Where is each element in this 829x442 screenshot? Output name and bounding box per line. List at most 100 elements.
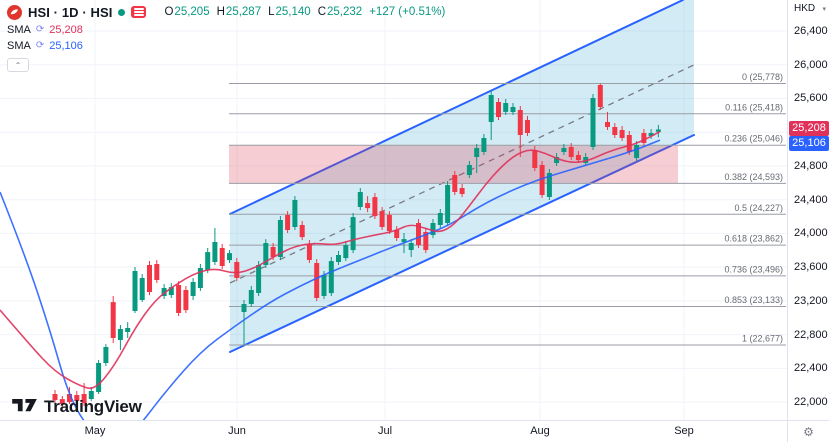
candle-body — [452, 175, 458, 192]
candle-body — [168, 287, 174, 296]
candle-body — [503, 103, 509, 112]
chevron-down-icon: ▾ — [822, 5, 826, 13]
price-tick-label: 25,600 — [794, 92, 828, 104]
candle-body — [125, 328, 131, 332]
chart-canvas[interactable]: 0 (25,778) 0.116 (25,418) 0.236 (25,046) 0.… — [0, 0, 787, 420]
candle-body — [357, 192, 363, 207]
candle-body — [408, 243, 414, 250]
candle-body — [372, 197, 378, 217]
candle-body — [139, 278, 145, 300]
candle-body — [205, 252, 211, 271]
fib-level-label: 0 (25,778) — [742, 72, 783, 82]
candle-body — [52, 394, 58, 401]
candle-body — [394, 230, 400, 238]
candle-body — [532, 150, 538, 168]
candlestick-series[interactable] — [52, 83, 661, 408]
time-axis[interactable]: May Jun Jul Aug Sep ⚙ — [0, 420, 829, 442]
sma-50-line[interactable] — [0, 139, 661, 420]
legend-collapse-button[interactable]: ⌃ — [7, 58, 29, 72]
candle-body — [568, 147, 574, 157]
candle-body — [176, 285, 182, 313]
candle-body — [299, 225, 305, 238]
candle-body — [575, 155, 581, 161]
candle-body — [67, 394, 72, 402]
candle-body — [445, 185, 451, 223]
candle-body — [488, 95, 494, 122]
price-tick-label: 24,000 — [794, 227, 828, 239]
candle-body — [336, 255, 341, 262]
candle-body — [328, 261, 334, 294]
tradingview-watermark[interactable]: TradingView — [11, 397, 142, 417]
chart-legend: HSI · 1D · HSI O25,205 H25,287 L25,140 C25,… — [7, 4, 445, 72]
candle-body — [161, 288, 167, 296]
candle-body — [292, 200, 298, 227]
candle-body — [648, 133, 654, 136]
indicator-source-icon: ⟳ — [35, 39, 45, 51]
candle-body — [459, 188, 465, 194]
fib-level-label: 0.736 (23,496) — [724, 264, 783, 274]
currency-selector[interactable]: HKD ▾ — [794, 3, 826, 14]
candle-body — [88, 391, 94, 399]
candle-body — [277, 220, 283, 257]
candle-body — [81, 394, 87, 403]
candle-body — [430, 223, 436, 235]
candle-body — [416, 223, 421, 245]
parallel-channel-drawing[interactable] — [229, 0, 695, 353]
indicator-source-icon: ⟳ — [35, 23, 45, 35]
candle-body — [539, 165, 545, 195]
candle-body — [197, 268, 203, 288]
candle-body — [59, 399, 65, 405]
gear-icon[interactable]: ⚙ — [803, 424, 814, 439]
time-tick-label: Jun — [228, 425, 246, 437]
candle-body — [423, 232, 429, 250]
candle-body — [147, 265, 152, 292]
candle-body — [554, 157, 560, 163]
candle-body — [590, 98, 596, 147]
tradingview-logo-icon — [12, 398, 37, 412]
price-axis[interactable]: HKD ▾ 26,400 26,000 25,600 24,800 24,400 24,0… — [787, 0, 829, 420]
price-tick-label: 24,400 — [794, 194, 828, 206]
time-tick-label: Sep — [674, 425, 694, 437]
fib-level-label: 0.5 (24,227) — [734, 203, 783, 213]
candle-body — [74, 395, 80, 401]
candle-body — [227, 253, 232, 261]
indicator-row-sma50[interactable]: SMA ⟳ 25,106 — [7, 39, 83, 52]
fib-level-label: 0.236 (25,046) — [724, 134, 783, 144]
fib-level-label: 0.853 (23,133) — [724, 295, 783, 305]
sma-20-line[interactable] — [0, 130, 661, 390]
axis-corner: ⚙ — [787, 421, 829, 442]
candle-body — [96, 363, 102, 392]
candle-body — [270, 247, 276, 257]
candle-body — [248, 290, 254, 304]
symbol-row: HSI · 1D · HSI O25,205 H25,287 L25,140 C25,… — [7, 4, 445, 20]
symbol-title[interactable]: HSI · 1D · HSI — [28, 4, 113, 20]
candle-body — [510, 107, 516, 112]
candle-body — [612, 127, 618, 135]
candle-body — [619, 130, 625, 138]
price-tick-label: 24,800 — [794, 160, 828, 172]
candle-body — [466, 165, 472, 175]
fib-retracement-drawing[interactable]: 0 (25,778) 0.116 (25,418) 0.236 (25,046) 0.… — [229, 72, 786, 346]
indicator-row-sma20[interactable]: SMA ⟳ 25,208 — [7, 23, 83, 36]
candle-body — [474, 148, 480, 157]
ohlc-values: O25,205 H25,287 L25,140 C25,232 +127 (+0.51%… — [164, 6, 446, 18]
legend-menu-icon[interactable] — [131, 6, 147, 18]
candle-body — [597, 85, 603, 107]
candle-body — [190, 282, 196, 296]
candle-body — [117, 329, 123, 340]
price-tick-label: 26,000 — [794, 59, 828, 71]
candle-body — [306, 244, 312, 260]
candle-body — [343, 245, 349, 259]
candle-body — [212, 242, 218, 262]
candle-body — [241, 304, 247, 312]
time-tick-label: Aug — [530, 425, 550, 437]
candle-body — [285, 215, 291, 230]
candle-body — [132, 271, 138, 311]
price-tick-label: 23,600 — [794, 261, 828, 273]
price-tick-label: 22,800 — [794, 329, 828, 341]
candle-body — [641, 133, 647, 143]
price-tick-label: 23,200 — [794, 295, 828, 307]
tradingview-watermark-label: TradingView — [44, 397, 142, 416]
candle-body — [481, 138, 487, 152]
fib-level-label: 0.382 (24,593) — [724, 172, 783, 182]
